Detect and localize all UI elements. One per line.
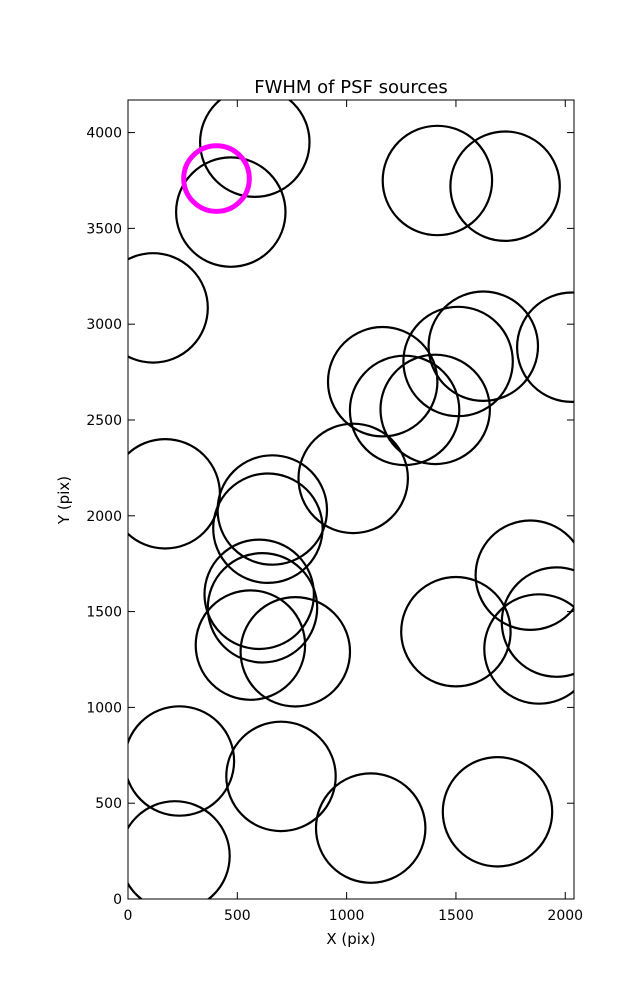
y-tick-label-3000: 3000: [86, 317, 122, 333]
plot-frame: [127, 99, 575, 900]
source-circle-24: [128, 705, 236, 817]
y-tick-label-3500: 3500: [86, 221, 122, 237]
source-circle-20: [400, 575, 512, 688]
highlighted-source-circle: [181, 143, 252, 214]
source-circle-3: [381, 124, 494, 237]
source-circle-23: [483, 593, 574, 705]
source-circle-6: [427, 290, 540, 403]
source-circle-28: [128, 800, 231, 899]
ticks-layer: 0 500 1000 1500 2000 0 500 1000 1500 2000 2500 3000…: [86, 100, 583, 924]
x-tick-label-0: 0: [124, 908, 133, 924]
source-circle-1: [175, 156, 287, 268]
source-circle-7: [516, 291, 574, 403]
source-circle-4: [449, 130, 561, 243]
source-circle-14: [216, 454, 329, 566]
source-circle-5: [128, 252, 209, 364]
source-circle-13: [128, 438, 221, 550]
source-circle-18: [206, 551, 319, 664]
source-circle-22: [239, 595, 352, 708]
x-tick-label-1500: 1500: [438, 908, 474, 924]
sources-layer: [128, 100, 574, 899]
x-tick-label-1000: 1000: [329, 908, 365, 924]
source-circle-0: [199, 100, 311, 198]
x-tick-label-2000: 2000: [547, 908, 583, 924]
chart-title: FWHM of PSF sources: [254, 77, 448, 98]
source-circle-10: [348, 354, 461, 467]
source-circle-17: [203, 538, 316, 651]
y-tick-label-1000: 1000: [86, 700, 122, 716]
y-tick-label-4000: 4000: [86, 126, 122, 142]
source-circle-12: [297, 422, 410, 535]
source-circle-15: [212, 472, 324, 585]
y-tick-label-2500: 2500: [86, 413, 122, 429]
y-tick-label-1500: 1500: [86, 605, 122, 621]
source-circle-19: [500, 566, 574, 678]
x-tick-label-500: 500: [224, 908, 251, 924]
x-axis-title: X (pix): [326, 930, 375, 948]
source-circle-16: [474, 519, 574, 631]
y-tick-label-0: 0: [113, 892, 122, 908]
source-circle-25: [225, 720, 337, 833]
y-tick-label-2000: 2000: [86, 509, 122, 525]
source-circle-9: [326, 325, 439, 438]
source-circle-21: [194, 589, 307, 701]
source-circle-26: [314, 772, 427, 884]
y-axis-title: Y (pix): [55, 476, 73, 525]
source-circle-27: [441, 755, 554, 868]
y-tick-label-500: 500: [95, 796, 122, 812]
source-circle-11: [379, 353, 492, 466]
